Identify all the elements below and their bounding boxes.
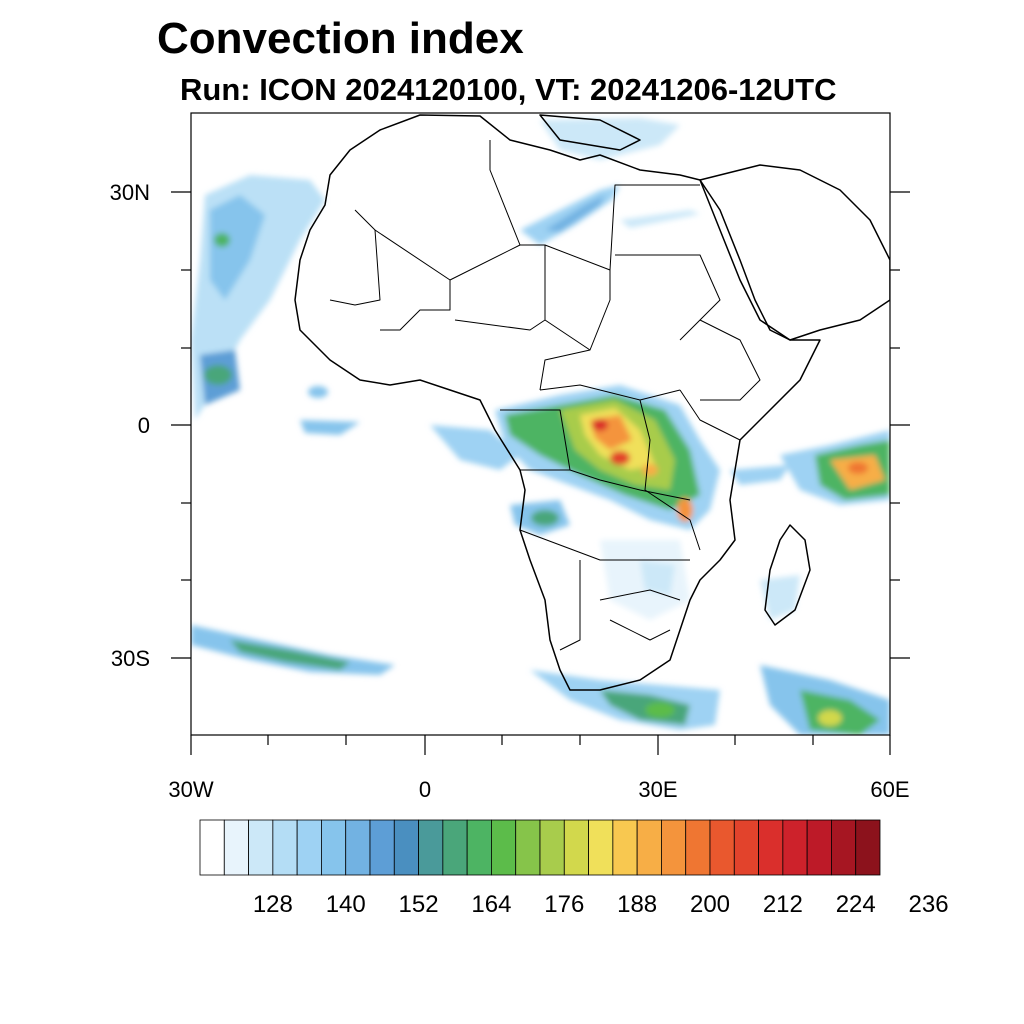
colorbar-swatch xyxy=(418,819,444,876)
colorbar-swatch xyxy=(733,819,759,876)
x-tick-label-0: 0 xyxy=(419,777,431,802)
colorbar-label: 152 xyxy=(399,891,439,918)
colorbar-swatch xyxy=(442,819,468,876)
y-tick-label-30n: 30N xyxy=(110,180,150,205)
colorbar-label: 188 xyxy=(617,891,657,918)
colorbar-swatch xyxy=(223,819,249,876)
colorbar-label: 164 xyxy=(471,891,511,918)
colorbar-swatch xyxy=(296,819,322,876)
country-borders xyxy=(329,140,761,651)
colorbar-swatch xyxy=(855,819,881,876)
colorbar-swatch xyxy=(321,819,347,876)
x-tick-label-30e: 30E xyxy=(638,777,677,802)
colorbar-labels: 128 140 152 164 176 188 200 212 224 236 xyxy=(253,891,949,918)
colorbar-swatch xyxy=(345,819,371,876)
colorbar-swatch xyxy=(199,819,225,876)
colorbar-swatch xyxy=(466,819,492,876)
y-tick-label-0: 0 xyxy=(138,413,150,438)
colorbar-swatch xyxy=(685,819,711,876)
colorbar-label: 176 xyxy=(544,891,584,918)
colorbar-label: 140 xyxy=(326,891,366,918)
y-tick-label-30s: 30S xyxy=(111,646,150,671)
coastlines xyxy=(294,114,890,691)
colorbar-swatch xyxy=(515,819,541,876)
colorbar-swatch xyxy=(369,819,395,876)
colorbar-swatch xyxy=(831,819,857,876)
x-tick-label-30w: 30W xyxy=(168,777,213,802)
colorbar-swatch xyxy=(393,819,419,876)
axis-ticks xyxy=(171,191,910,755)
convection-field xyxy=(191,118,890,735)
colorbar-label: 224 xyxy=(836,891,876,918)
colorbar-label: 200 xyxy=(690,891,730,918)
colorbar-swatch xyxy=(539,819,565,876)
colorbar-label: 212 xyxy=(763,891,803,918)
chart-title: Convection index xyxy=(157,14,524,63)
map-frame xyxy=(190,112,891,736)
x-tick-label-60e: 60E xyxy=(870,777,909,802)
colorbar-swatch xyxy=(272,819,298,876)
chart-subtitle: Run: ICON 2024120100, VT: 20241206-12UTC xyxy=(180,72,837,107)
colorbar-swatch xyxy=(709,819,735,876)
colorbar-swatch xyxy=(806,819,832,876)
colorbar-swatch xyxy=(758,819,784,876)
colorbar-swatch xyxy=(248,819,274,876)
colorbar-swatch xyxy=(588,819,614,876)
colorbar-swatch xyxy=(661,819,687,876)
colorbar-swatch xyxy=(563,819,589,876)
colorbar-swatch xyxy=(491,819,517,876)
colorbar-swatch xyxy=(612,819,638,876)
colorbar xyxy=(199,819,881,876)
colorbar-label: 128 xyxy=(253,891,293,918)
colorbar-label: 236 xyxy=(909,891,949,918)
colorbar-swatch xyxy=(636,819,662,876)
colorbar-swatch xyxy=(782,819,808,876)
